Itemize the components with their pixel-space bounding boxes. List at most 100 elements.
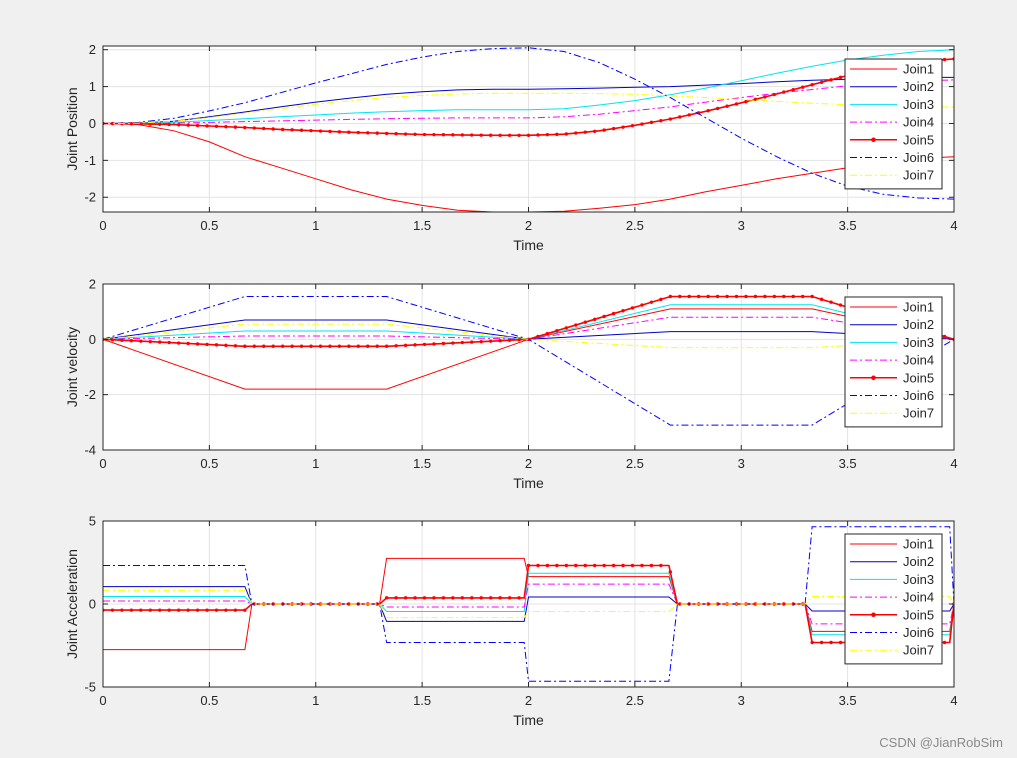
series-point-join5 bbox=[158, 122, 162, 126]
y-tick-label: 0 bbox=[89, 597, 96, 612]
x-tick-label: 4 bbox=[950, 456, 957, 471]
series-point-join5 bbox=[763, 95, 767, 99]
x-tick-label: 0 bbox=[99, 456, 106, 471]
series-point-join5 bbox=[224, 343, 228, 348]
series-point-join5 bbox=[942, 640, 947, 645]
series-point-join5 bbox=[829, 640, 833, 645]
series-point-join5 bbox=[715, 106, 720, 111]
series-point-join5 bbox=[488, 133, 493, 137]
x-tick-label: 2.5 bbox=[626, 693, 644, 708]
series-point-join5 bbox=[290, 128, 294, 132]
series-point-join5 bbox=[536, 133, 540, 137]
series-point-join5 bbox=[678, 294, 682, 299]
series-point-join5 bbox=[753, 97, 758, 101]
legend-label-join2: Join2 bbox=[903, 317, 934, 332]
legend-label-join2: Join2 bbox=[903, 79, 934, 94]
series-point-join5 bbox=[564, 326, 569, 330]
legend-label-join1: Join1 bbox=[903, 537, 934, 552]
series-point-join5 bbox=[564, 132, 569, 136]
series-point-join5 bbox=[432, 342, 436, 346]
series-point-join5 bbox=[507, 338, 512, 342]
series-point-join5 bbox=[819, 297, 824, 302]
series-line-join7 bbox=[103, 92, 954, 124]
series-point-join5 bbox=[744, 99, 748, 104]
x-tick-label: 1.5 bbox=[413, 456, 431, 471]
series-point-join5 bbox=[611, 563, 616, 568]
series-point-join5 bbox=[167, 608, 171, 612]
series-point-join5 bbox=[148, 122, 152, 126]
series-group bbox=[103, 526, 954, 682]
series-point-join5 bbox=[186, 123, 190, 127]
series-point-join5 bbox=[366, 344, 370, 348]
series-point-join5 bbox=[347, 130, 351, 134]
series-point-join5 bbox=[394, 344, 398, 348]
series-point-join5 bbox=[942, 57, 947, 62]
series-point-join5 bbox=[422, 596, 427, 600]
x-tick-label: 3 bbox=[738, 218, 745, 233]
series-point-join5 bbox=[592, 317, 597, 322]
series-point-join5 bbox=[734, 102, 739, 106]
series-point-join5 bbox=[819, 80, 824, 84]
series-point-join5 bbox=[375, 344, 379, 348]
series-point-join5 bbox=[517, 133, 521, 137]
y-tick-label: -2 bbox=[84, 387, 96, 402]
x-tick-label: 3.5 bbox=[839, 218, 857, 233]
series-point-join5 bbox=[299, 128, 304, 132]
legend: Join1 Join2 Join3 Join4 Join5 Join6 Join7 bbox=[844, 58, 943, 190]
series-point-join5 bbox=[110, 608, 115, 612]
series-point-join5 bbox=[706, 602, 710, 606]
y-tick-label: 2 bbox=[89, 42, 96, 57]
y-axis-label: Joint Acceleration bbox=[64, 549, 80, 659]
series-point-join5 bbox=[838, 303, 843, 307]
series-line-join6 bbox=[103, 526, 954, 682]
series-point-join5 bbox=[725, 104, 729, 108]
series-point-join5 bbox=[630, 306, 635, 310]
series-point-join5 bbox=[129, 339, 134, 343]
series-point-join5 bbox=[602, 314, 606, 319]
x-axis-label: Time bbox=[513, 712, 544, 728]
series-point-join5 bbox=[441, 341, 446, 346]
series-point-join5 bbox=[224, 608, 228, 612]
legend-marker-join5 bbox=[871, 137, 876, 143]
series-point-join5 bbox=[451, 596, 455, 600]
series-point-join5 bbox=[309, 344, 313, 348]
series-point-join5 bbox=[659, 297, 663, 302]
series-point-join5 bbox=[763, 294, 767, 299]
series-point-join5 bbox=[526, 133, 531, 137]
series-point-join5 bbox=[536, 334, 540, 339]
series-point-join5 bbox=[470, 340, 474, 344]
x-axis-label: Time bbox=[513, 475, 544, 491]
series-point-join5 bbox=[451, 133, 455, 137]
legend-label-join6: Join6 bbox=[903, 150, 934, 165]
series-point-join5 bbox=[810, 294, 814, 299]
series-point-join5 bbox=[630, 123, 635, 128]
series-point-join5 bbox=[592, 563, 597, 568]
series-point-join5 bbox=[649, 120, 654, 125]
series-point-join5 bbox=[394, 132, 398, 136]
legend-label-join5: Join5 bbox=[903, 132, 934, 147]
x-tick-label: 0 bbox=[99, 693, 106, 708]
series-point-join5 bbox=[498, 339, 502, 343]
series-point-join5 bbox=[687, 113, 691, 117]
series-point-join5 bbox=[715, 294, 720, 299]
series-point-join5 bbox=[158, 608, 162, 612]
series-point-join5 bbox=[403, 343, 408, 348]
legend-label-join3: Join3 bbox=[903, 97, 934, 112]
series-point-join5 bbox=[422, 132, 427, 137]
series-point-join5 bbox=[129, 122, 134, 126]
y-tick-label: 2 bbox=[89, 277, 96, 292]
series-point-join5 bbox=[574, 323, 578, 327]
series-point-join5 bbox=[507, 133, 512, 137]
series-point-join5 bbox=[791, 294, 795, 299]
series-point-join5 bbox=[252, 344, 256, 348]
series-point-join5 bbox=[678, 602, 682, 606]
series-point-join5 bbox=[422, 342, 427, 347]
series-point-join5 bbox=[366, 131, 370, 135]
series-point-join5 bbox=[214, 343, 219, 347]
legend-marker-join5 bbox=[871, 612, 876, 618]
series-point-join5 bbox=[592, 129, 597, 133]
legend-label-join5: Join5 bbox=[903, 607, 934, 622]
series-point-join5 bbox=[545, 331, 550, 336]
series-point-join5 bbox=[432, 596, 436, 600]
x-tick-label: 1.5 bbox=[413, 218, 431, 233]
